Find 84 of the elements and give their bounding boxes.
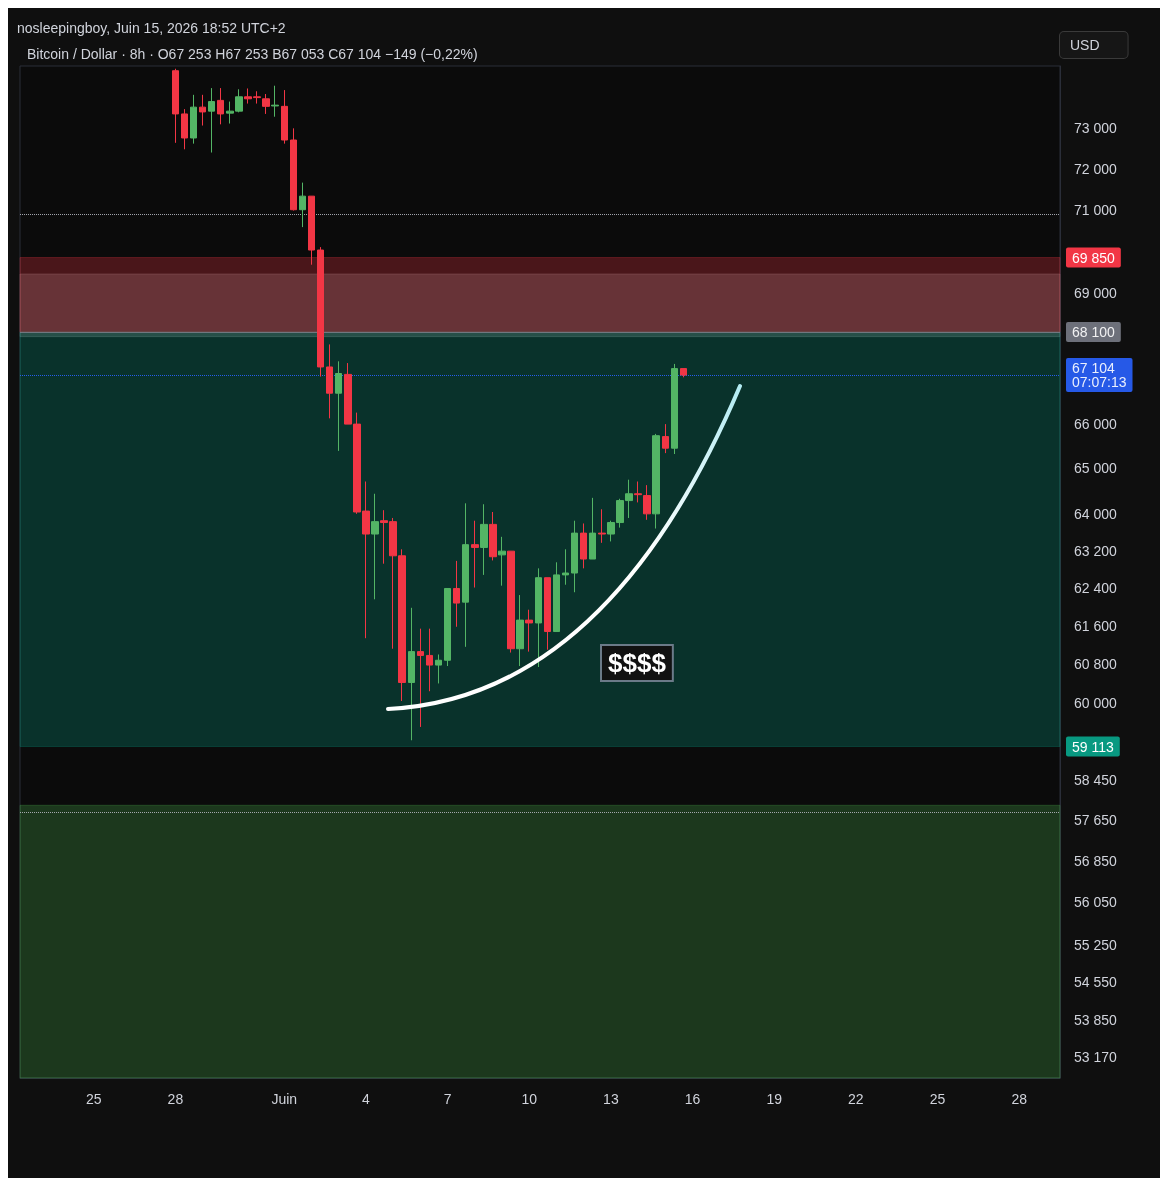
candlestick	[507, 550, 515, 654]
x-tick-label: Juin	[271, 1091, 298, 1107]
candlestick	[208, 87, 215, 154]
candlestick	[426, 628, 433, 692]
candlestick	[680, 368, 687, 378]
candlestick	[525, 609, 533, 653]
y-tick-label: 53 850	[1074, 1011, 1118, 1028]
candlestick	[535, 567, 542, 668]
ref-line-label: 67 104 07:07:13	[1072, 360, 1127, 391]
y-tick-label: 60 800	[1074, 656, 1118, 673]
candlestick	[643, 484, 651, 521]
band-label: 69 850	[1072, 249, 1116, 266]
candlestick	[299, 182, 306, 228]
y-tick-label: 57 650	[1074, 811, 1118, 828]
y-tick-label: 71 000	[1074, 201, 1118, 218]
y-tick-label: 72 000	[1074, 160, 1118, 177]
y-tick-label: 69 000	[1074, 285, 1118, 302]
y-tick-label: 56 850	[1074, 852, 1118, 869]
y-tick-label: 66 000	[1074, 415, 1118, 432]
candlestick	[262, 93, 270, 115]
candlestick	[516, 594, 524, 667]
candlestick	[444, 587, 451, 667]
candlestick	[199, 94, 206, 127]
y-tick-label: 61 600	[1074, 617, 1118, 634]
y-tick-label: 54 550	[1074, 973, 1118, 990]
x-tick-label: 7	[443, 1091, 452, 1107]
candlestick	[172, 68, 179, 144]
candlestick	[217, 87, 224, 125]
y-tick-label: 64 000	[1074, 505, 1118, 522]
y-tick-label: 60 000	[1074, 694, 1118, 711]
candlestick	[589, 497, 596, 560]
y-tick-label: 53 170	[1074, 1048, 1118, 1065]
candlestick	[462, 502, 469, 648]
candlestick	[408, 607, 415, 741]
y-axis-title: USD	[1070, 37, 1100, 53]
candlestick	[417, 628, 424, 728]
candlestick	[553, 561, 560, 633]
candlestick	[181, 108, 188, 150]
band-label: 59 113	[1072, 738, 1114, 755]
candlestick	[671, 363, 678, 455]
y-tick-label: 58 450	[1074, 771, 1118, 788]
candlestick	[598, 508, 606, 544]
candlestick	[498, 536, 506, 587]
x-tick-label: 22	[848, 1091, 864, 1107]
x-tick-label: 25	[85, 1091, 102, 1107]
annotation: $$$$	[608, 648, 667, 678]
ref-line-label: 68 100	[1072, 323, 1116, 340]
x-tick-label: 19	[766, 1091, 783, 1107]
x-tick-label: 28	[1011, 1091, 1028, 1107]
chart-subtitle: nosleepingboy, Juin 15, 2026 18:52 UTC+2	[17, 20, 286, 36]
candlestick	[453, 560, 460, 628]
y-tick-label: 63 200	[1074, 542, 1118, 559]
y-tick-label: 55 250	[1074, 936, 1118, 953]
candlestick	[580, 522, 587, 569]
y-tick-label: 56 050	[1074, 894, 1118, 911]
x-tick-label: 25	[929, 1091, 946, 1107]
x-tick-label: 16	[684, 1091, 701, 1107]
candlestick	[271, 85, 279, 118]
candlestick	[662, 423, 669, 454]
x-tick-label: 10	[521, 1091, 538, 1107]
y-tick-label: 65 000	[1074, 460, 1118, 477]
x-tick-label: 13	[603, 1091, 619, 1107]
candlestick	[571, 520, 578, 593]
candlestick	[634, 481, 642, 503]
y-tick-label: 73 000	[1074, 120, 1118, 137]
candlestick	[308, 195, 315, 266]
chart-title: Bitcoin / Dollar · 8h · O67 253 H67 253 B67 053 C67 104 −149 (−0,22%)	[27, 46, 478, 62]
candlestick	[544, 577, 551, 651]
candlestick	[435, 653, 442, 684]
candlestick	[326, 343, 333, 419]
candlestick	[335, 360, 342, 452]
candlestick	[562, 548, 569, 586]
y-tick-label: 62 400	[1074, 580, 1118, 597]
candlestick	[290, 127, 297, 212]
candlestick	[190, 94, 197, 145]
x-tick-label: 4	[362, 1091, 371, 1107]
candlestick	[489, 511, 497, 561]
candlestick	[317, 246, 324, 378]
candlestick	[281, 89, 288, 145]
x-tick-label: 28	[167, 1091, 184, 1107]
candlestick	[371, 493, 379, 600]
candlestick	[471, 520, 479, 589]
candlestick	[652, 433, 660, 530]
candlestick	[480, 503, 488, 576]
